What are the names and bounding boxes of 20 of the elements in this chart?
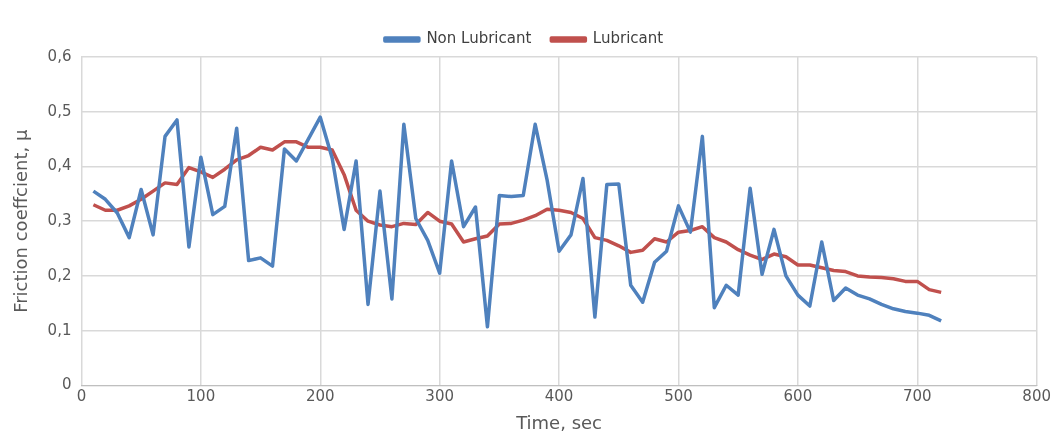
x-tick-label: 0 bbox=[76, 387, 87, 406]
y-tick-label: 0,4 bbox=[47, 156, 72, 175]
x-tick-label: 600 bbox=[783, 387, 813, 406]
x-axis-title: Time, sec bbox=[515, 411, 602, 433]
x-tick-label: 300 bbox=[425, 387, 454, 406]
legend-label: Lubricant bbox=[592, 29, 664, 48]
x-tick-label: 100 bbox=[186, 387, 216, 406]
x-tick-label: 400 bbox=[544, 387, 574, 406]
y-tick-label: 0 bbox=[61, 375, 72, 394]
x-tick-label: 700 bbox=[902, 387, 932, 406]
y-axis-title: Friction coeffcient, μ bbox=[10, 129, 32, 313]
x-tick-label: 200 bbox=[305, 387, 335, 406]
x-tick-label: 800 bbox=[1022, 387, 1052, 406]
y-tick-label: 0,1 bbox=[47, 320, 72, 339]
legend-label: Non Lubricant bbox=[426, 29, 532, 48]
y-tick-label: 0,6 bbox=[47, 46, 72, 65]
x-tick-label: 500 bbox=[664, 387, 693, 406]
y-tick-label: 0,2 bbox=[47, 265, 72, 284]
y-tick-label: 0,3 bbox=[47, 211, 72, 230]
y-tick-label: 0,5 bbox=[47, 101, 72, 120]
